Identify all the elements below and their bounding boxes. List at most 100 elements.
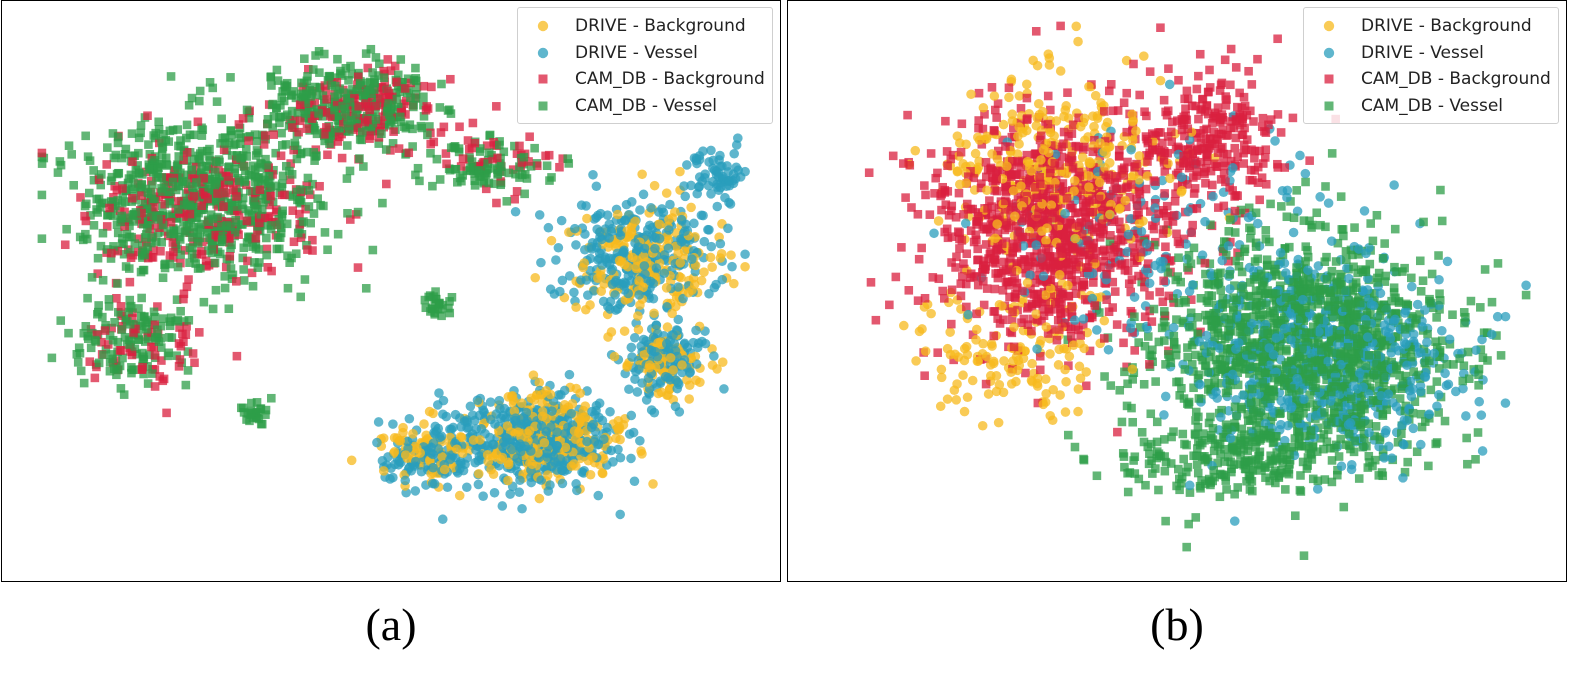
point-cam-db-vessel [79, 378, 89, 388]
point-drive-background [627, 252, 638, 263]
point-drive-vessel [651, 320, 662, 331]
point-cam-db-vessel [79, 235, 88, 245]
point-cam-db-vessel [355, 79, 365, 88]
point-cam-db-vessel [157, 237, 166, 247]
point-drive-vessel [706, 189, 716, 199]
point-cam-db-vessel [419, 112, 429, 121]
point-cam-db-vessel [1436, 185, 1445, 195]
point-cam-db-vessel [196, 149, 205, 158]
point-cam-db-background [1043, 329, 1053, 338]
point-cam-db-vessel [112, 370, 121, 380]
point-drive-vessel [723, 223, 733, 234]
point-cam-db-vessel [193, 238, 203, 248]
point-cam-db-background [429, 137, 439, 147]
point-cam-db-vessel [124, 264, 134, 273]
point-cam-db-vessel [450, 165, 460, 174]
point-drive-background [936, 372, 947, 383]
point-cam-db-vessel [117, 325, 127, 334]
point-drive-vessel [485, 432, 495, 443]
point-drive-vessel [677, 367, 687, 378]
point-cam-db-vessel [1230, 228, 1240, 237]
point-cam-db-background [271, 217, 280, 227]
point-drive-vessel [445, 454, 455, 465]
point-cam-db-vessel [113, 337, 123, 347]
point-cam-db-vessel [1243, 409, 1253, 419]
point-cam-db-vessel [393, 70, 403, 80]
point-cam-db-background [1163, 220, 1173, 230]
point-cam-db-vessel [164, 137, 174, 146]
point-cam-db-background [354, 101, 363, 111]
point-drive-vessel [489, 488, 500, 498]
point-cam-db-vessel [116, 217, 125, 227]
point-cam-db-background [339, 119, 348, 129]
point-drive-background [408, 429, 418, 439]
point-cam-db-vessel [1210, 373, 1219, 383]
point-cam-db-vessel [158, 273, 168, 283]
point-cam-db-background [1187, 228, 1196, 238]
point-drive-vessel [724, 180, 735, 191]
point-drive-background [400, 450, 411, 460]
point-drive-vessel [715, 182, 726, 193]
point-cam-db-vessel [1345, 441, 1354, 450]
point-cam-db-vessel [300, 54, 309, 63]
point-cam-db-vessel [1172, 377, 1181, 387]
point-cam-db-background [182, 321, 191, 331]
point-cam-db-vessel [123, 213, 133, 223]
point-drive-vessel [615, 452, 626, 463]
point-cam-db-background [81, 216, 91, 226]
point-cam-db-background [380, 77, 390, 87]
point-cam-db-vessel [563, 154, 573, 163]
point-cam-db-background [131, 324, 140, 334]
point-drive-background [635, 300, 645, 310]
point-cam-db-background [458, 154, 468, 163]
point-cam-db-vessel [1143, 332, 1153, 341]
point-cam-db-vessel [1496, 351, 1506, 360]
point-cam-db-vessel [144, 140, 153, 149]
point-cam-db-vessel [210, 184, 220, 194]
point-cam-db-background [968, 330, 978, 340]
point-cam-db-vessel [195, 170, 204, 180]
point-cam-db-vessel [213, 247, 223, 257]
point-cam-db-background [251, 233, 261, 243]
point-cam-db-vessel [224, 163, 233, 172]
point-cam-db-vessel [281, 140, 291, 149]
point-cam-db-vessel [431, 287, 440, 296]
point-cam-db-vessel [183, 366, 193, 375]
point-cam-db-background [161, 173, 171, 182]
point-cam-db-vessel [249, 217, 258, 226]
point-cam-db-background [288, 206, 298, 215]
point-cam-db-vessel [117, 153, 127, 163]
point-cam-db-vessel [1125, 468, 1135, 477]
point-cam-db-vessel [165, 259, 175, 269]
point-drive-vessel [662, 302, 672, 312]
point-drive-vessel [604, 233, 614, 243]
point-cam-db-background [134, 234, 143, 244]
point-cam-db-vessel [315, 68, 324, 77]
point-cam-db-vessel [411, 94, 421, 103]
point-drive-background [683, 287, 694, 298]
point-cam-db-vessel [103, 210, 112, 220]
point-cam-db-background [974, 88, 984, 98]
point-cam-db-vessel [140, 233, 150, 242]
point-cam-db-background [138, 362, 147, 372]
point-drive-background [609, 351, 620, 362]
point-cam-db-vessel [1320, 475, 1330, 484]
point-cam-db-vessel [484, 178, 494, 188]
point-cam-db-background [260, 213, 270, 223]
point-cam-db-background [155, 372, 165, 381]
point-cam-db-vessel [250, 130, 260, 139]
point-drive-background [346, 455, 357, 466]
point-cam-db-vessel [337, 126, 346, 136]
point-drive-background [566, 461, 577, 471]
point-cam-db-vessel [55, 157, 65, 166]
point-cam-db-vessel [282, 110, 292, 119]
point-cam-db-vessel [483, 164, 492, 174]
point-cam-db-vessel [64, 328, 73, 338]
point-drive-vessel [709, 351, 719, 361]
point-cam-db-vessel [248, 161, 258, 171]
point-cam-db-vessel [1300, 441, 1310, 451]
point-cam-db-background [320, 130, 329, 139]
point-drive-background [1053, 360, 1064, 370]
point-cam-db-vessel [342, 174, 352, 183]
point-drive-vessel [510, 206, 521, 217]
